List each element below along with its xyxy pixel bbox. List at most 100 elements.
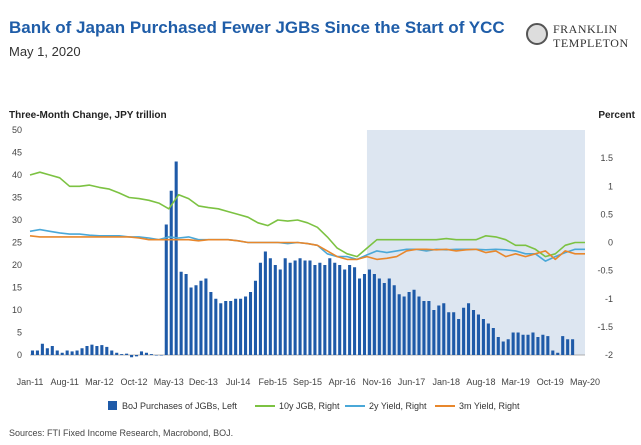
bar <box>268 258 272 355</box>
left-tick-label: 35 <box>12 193 22 203</box>
bar <box>90 344 94 355</box>
x-tick-label: Aug-18 <box>466 377 495 387</box>
bar <box>481 319 485 355</box>
bar <box>288 262 292 355</box>
bar <box>110 350 114 355</box>
legend-label: 10y JGB, Right <box>279 401 340 411</box>
left-tick-label: 0 <box>17 350 22 360</box>
bar <box>357 278 362 355</box>
bar <box>412 289 416 355</box>
bar <box>333 262 337 355</box>
bar <box>219 303 223 355</box>
source-note: Sources: FTI Fixed Income Research, Macr… <box>9 428 234 438</box>
x-tick-label: Oct-12 <box>121 377 148 387</box>
bar <box>239 298 243 355</box>
bar <box>120 354 124 355</box>
bar <box>253 280 258 355</box>
bar <box>496 337 500 355</box>
bar <box>179 271 183 355</box>
bar <box>70 351 74 355</box>
x-tick-label: May-13 <box>154 377 184 387</box>
bar <box>159 355 163 356</box>
brand-logo: FRANKLIN TEMPLETON <box>526 20 641 54</box>
bar <box>100 345 104 355</box>
x-tick-label: Sep-15 <box>293 377 322 387</box>
bar <box>486 323 490 355</box>
bar <box>432 310 436 355</box>
seal-icon <box>526 23 548 45</box>
left-tick-label: 30 <box>12 215 22 225</box>
right-tick-label: 1.5 <box>600 153 613 163</box>
bar <box>248 292 253 355</box>
bar <box>154 355 158 356</box>
bar <box>80 348 84 355</box>
bar <box>298 258 302 355</box>
bar <box>531 332 535 355</box>
bar <box>343 269 347 355</box>
bar <box>417 296 421 355</box>
bar <box>437 305 441 355</box>
bar <box>323 265 327 355</box>
bar <box>125 353 129 355</box>
bar <box>561 336 565 355</box>
bar <box>372 274 376 355</box>
bar <box>55 350 59 355</box>
bar <box>35 350 39 355</box>
bar <box>476 314 480 355</box>
bar <box>377 278 381 355</box>
bar <box>149 354 153 355</box>
bar <box>362 274 367 355</box>
bar <box>491 328 495 355</box>
bar <box>130 355 134 358</box>
bar <box>521 334 525 355</box>
bar <box>75 350 79 355</box>
bar <box>546 336 550 355</box>
bar <box>85 346 89 355</box>
legend-label: 3m Yield, Right <box>459 401 520 411</box>
bar <box>224 301 228 355</box>
bar <box>471 310 476 355</box>
bar <box>30 350 35 355</box>
x-tick-label: Jun-17 <box>398 377 426 387</box>
bar <box>144 352 148 355</box>
bar <box>501 341 505 355</box>
bar <box>273 265 277 355</box>
left-tick-label: 50 <box>12 125 22 135</box>
bar <box>65 350 69 355</box>
bar <box>303 260 307 355</box>
x-tick-label: Feb-15 <box>259 377 288 387</box>
left-tick-label: 10 <box>12 305 22 315</box>
bar <box>526 334 530 355</box>
bar <box>214 298 218 355</box>
bar <box>209 292 213 355</box>
bar <box>457 319 461 355</box>
bar <box>164 224 168 355</box>
bar <box>511 332 515 355</box>
bar <box>60 352 64 355</box>
bar <box>551 350 555 355</box>
bar <box>506 339 510 355</box>
bar <box>139 351 144 355</box>
bar <box>367 269 371 355</box>
legend-label: 2y Yield, Right <box>369 401 427 411</box>
left-tick-label: 20 <box>12 260 22 270</box>
x-tick-label: Mar-19 <box>501 377 530 387</box>
x-tick-label: Jan-11 <box>17 377 44 387</box>
bar <box>516 332 520 355</box>
right-tick-label: -2 <box>605 350 613 360</box>
left-axis-label: Three-Month Change, JPY trillion <box>9 110 167 121</box>
bar <box>541 334 545 355</box>
bar <box>318 262 322 355</box>
bar <box>536 337 540 355</box>
x-tick-label: Nov-16 <box>362 377 391 387</box>
bar <box>194 285 198 355</box>
right-axis-label: Percent <box>598 110 635 121</box>
bar <box>244 296 248 355</box>
bar <box>452 312 456 355</box>
bar <box>45 348 49 355</box>
right-tick-label: 0.5 <box>600 209 613 219</box>
right-tick-label: 1 <box>608 181 613 191</box>
bar <box>283 258 287 355</box>
logo-line-1: FRANKLIN <box>553 22 618 36</box>
series-line-2 <box>29 235 585 261</box>
